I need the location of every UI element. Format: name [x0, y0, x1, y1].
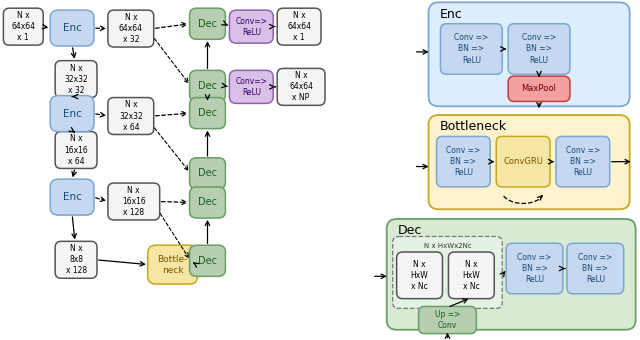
FancyBboxPatch shape	[277, 8, 321, 45]
Text: N x
64x64
x 1: N x 64x64 x 1	[12, 11, 35, 42]
Text: Up =>
Conv: Up => Conv	[435, 310, 460, 330]
Text: Conv =>
BN =>
ReLU: Conv => BN => ReLU	[578, 253, 612, 284]
FancyBboxPatch shape	[108, 10, 154, 47]
Text: Enc: Enc	[63, 192, 81, 202]
Text: Conv =>
BN =>
ReLU: Conv => BN => ReLU	[566, 146, 600, 177]
Text: Conv =>
BN =>
ReLU: Conv => BN => ReLU	[522, 33, 556, 65]
Text: N x
8x8
x 128: N x 8x8 x 128	[65, 244, 86, 275]
Text: Enc: Enc	[63, 23, 81, 33]
Text: ConvGRU: ConvGRU	[503, 157, 543, 166]
FancyBboxPatch shape	[429, 2, 630, 106]
Text: Dec: Dec	[198, 19, 217, 29]
Text: N x
64x64
x 32: N x 64x64 x 32	[119, 13, 143, 44]
Text: Dec: Dec	[198, 108, 217, 118]
FancyBboxPatch shape	[397, 252, 442, 299]
FancyBboxPatch shape	[229, 10, 273, 43]
Text: Dec: Dec	[198, 256, 217, 266]
FancyBboxPatch shape	[387, 219, 636, 330]
FancyBboxPatch shape	[449, 252, 494, 299]
FancyBboxPatch shape	[189, 98, 225, 129]
Text: Conv=>
ReLU: Conv=> ReLU	[236, 77, 268, 97]
Text: Conv =>
BN =>
ReLU: Conv => BN => ReLU	[517, 253, 552, 284]
Text: N x
32x32
x 64: N x 32x32 x 64	[119, 100, 143, 132]
Text: Enc: Enc	[440, 7, 462, 20]
FancyBboxPatch shape	[55, 132, 97, 169]
FancyBboxPatch shape	[189, 70, 225, 101]
FancyBboxPatch shape	[556, 136, 610, 187]
FancyBboxPatch shape	[50, 96, 94, 132]
FancyBboxPatch shape	[277, 68, 325, 105]
FancyBboxPatch shape	[436, 136, 490, 187]
FancyBboxPatch shape	[567, 243, 623, 294]
FancyBboxPatch shape	[3, 8, 44, 45]
FancyBboxPatch shape	[108, 183, 160, 220]
Text: Bottle-
neck: Bottle- neck	[157, 255, 188, 275]
Text: N x HxWx2Nc: N x HxWx2Nc	[424, 243, 471, 249]
Text: MaxPool: MaxPool	[522, 84, 557, 93]
Text: Conv=>
ReLU: Conv=> ReLU	[236, 17, 268, 37]
FancyBboxPatch shape	[440, 24, 502, 74]
Text: Dec: Dec	[397, 224, 422, 237]
Text: N x
16x16
x 64: N x 16x16 x 64	[64, 134, 88, 166]
FancyBboxPatch shape	[393, 237, 502, 308]
FancyBboxPatch shape	[508, 24, 570, 74]
Text: N x
32x32
x 32: N x 32x32 x 32	[64, 64, 88, 95]
Text: N x
64x64
x NP: N x 64x64 x NP	[289, 71, 313, 102]
Text: N x
64x64
x 1: N x 64x64 x 1	[287, 11, 311, 42]
FancyBboxPatch shape	[50, 10, 94, 46]
FancyBboxPatch shape	[496, 136, 550, 187]
FancyBboxPatch shape	[506, 243, 563, 294]
FancyBboxPatch shape	[148, 245, 198, 284]
Text: Conv =>
BN =>
ReLU: Conv => BN => ReLU	[446, 146, 481, 177]
FancyBboxPatch shape	[189, 245, 225, 276]
Text: Conv =>
BN =>
ReLU: Conv => BN => ReLU	[454, 33, 488, 65]
Text: N x
16x16
x 128: N x 16x16 x 128	[122, 186, 146, 217]
FancyBboxPatch shape	[55, 61, 97, 98]
Text: Dec: Dec	[198, 81, 217, 91]
Text: N x
HxW
x Nc: N x HxW x Nc	[463, 260, 480, 291]
Text: Dec: Dec	[198, 168, 217, 179]
FancyBboxPatch shape	[229, 70, 273, 103]
FancyBboxPatch shape	[189, 158, 225, 189]
FancyBboxPatch shape	[189, 8, 225, 39]
FancyBboxPatch shape	[508, 76, 570, 101]
Text: Dec: Dec	[198, 198, 217, 207]
FancyBboxPatch shape	[55, 241, 97, 278]
Text: Bottleneck: Bottleneck	[440, 120, 507, 133]
FancyBboxPatch shape	[429, 115, 630, 209]
FancyBboxPatch shape	[50, 179, 94, 215]
Text: Enc: Enc	[63, 108, 81, 119]
FancyBboxPatch shape	[419, 306, 476, 334]
Text: N x
HxW
x Nc: N x HxW x Nc	[411, 260, 428, 291]
FancyBboxPatch shape	[108, 98, 154, 135]
FancyBboxPatch shape	[189, 187, 225, 218]
